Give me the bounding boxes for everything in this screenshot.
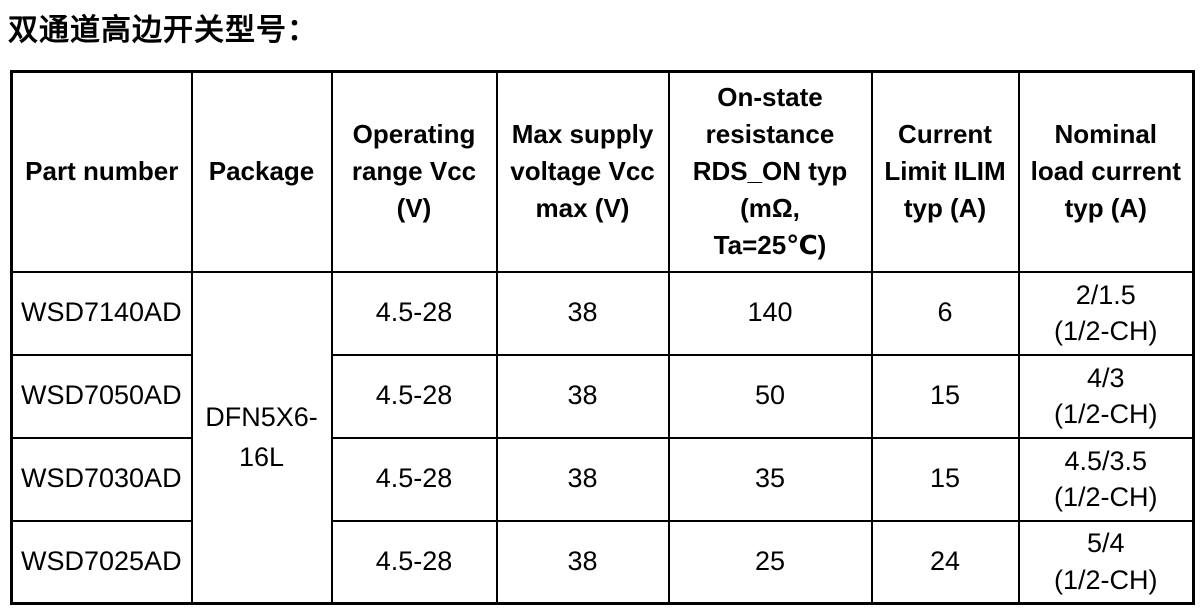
table-row-wsd7050ad: WSD7050AD 4.5-28 38 50 15 4/3 (1/2-CH) bbox=[10, 353, 1195, 439]
cell-current-limit: 15 bbox=[870, 436, 1020, 522]
dual-channel-switch-spec-table: Part number Package Operating range Vcc … bbox=[10, 70, 1195, 605]
column-header-package: Package bbox=[190, 70, 333, 273]
cell-max-supply-voltage: 38 bbox=[495, 436, 670, 522]
cell-part-number: WSD7050AD bbox=[10, 353, 193, 439]
cell-max-supply-voltage: 38 bbox=[495, 270, 670, 356]
column-header-max-supply-voltage: Max supply voltage Vcc max (V) bbox=[495, 70, 670, 273]
cell-nominal-load-current: 2/1.5 (1/2-CH) bbox=[1017, 270, 1195, 356]
cell-operating-range: 4.5-28 bbox=[330, 353, 498, 439]
column-header-nominal-load-current: Nominal load current typ (A) bbox=[1017, 70, 1195, 273]
cell-part-number: WSD7140AD bbox=[10, 270, 193, 356]
cell-part-number: WSD7030AD bbox=[10, 436, 193, 522]
cell-current-limit: 15 bbox=[870, 353, 1020, 439]
cell-operating-range: 4.5-28 bbox=[330, 270, 498, 356]
cell-operating-range: 4.5-28 bbox=[330, 436, 498, 522]
cell-rds-on: 140 bbox=[667, 270, 873, 356]
cell-operating-range: 4.5-28 bbox=[330, 519, 498, 605]
cell-package-merged: DFN5X6-16L bbox=[190, 270, 333, 605]
column-header-operating-range: Operating range Vcc (V) bbox=[330, 70, 498, 273]
column-header-on-state-resistance: On-state resistance RDS_ON typ (mΩ, Ta=2… bbox=[667, 70, 873, 273]
column-header-current-limit: Current Limit ILIM typ (A) bbox=[870, 70, 1020, 273]
cell-max-supply-voltage: 38 bbox=[495, 519, 670, 605]
table-row-wsd7140ad: WSD7140AD DFN5X6-16L 4.5-28 38 140 6 2/1… bbox=[10, 270, 1195, 605]
table-row-wsd7025ad: WSD7025AD 4.5-28 38 25 24 5/4 (1/2-CH) bbox=[10, 519, 1195, 605]
page-title: 双通道高边开关型号： bbox=[8, 14, 318, 47]
header-row: Part number Package Operating range Vcc … bbox=[10, 70, 1195, 273]
table-row-wsd7030ad: WSD7030AD 4.5-28 38 35 15 4.5/3.5 (1/2-C… bbox=[10, 436, 1195, 522]
column-header-part-number: Part number bbox=[10, 70, 193, 273]
cell-rds-on: 25 bbox=[667, 519, 873, 605]
cell-rds-on: 50 bbox=[667, 353, 873, 439]
cell-current-limit: 6 bbox=[870, 270, 1020, 356]
cell-max-supply-voltage: 38 bbox=[495, 353, 670, 439]
cell-rds-on: 35 bbox=[667, 436, 873, 522]
cell-nominal-load-current: 4/3 (1/2-CH) bbox=[1017, 353, 1195, 439]
cell-current-limit: 24 bbox=[870, 519, 1020, 605]
cell-part-number: WSD7025AD bbox=[10, 519, 193, 605]
cell-nominal-load-current: 5/4 (1/2-CH) bbox=[1017, 519, 1195, 605]
cell-nominal-load-current: 4.5/3.5 (1/2-CH) bbox=[1017, 436, 1195, 522]
